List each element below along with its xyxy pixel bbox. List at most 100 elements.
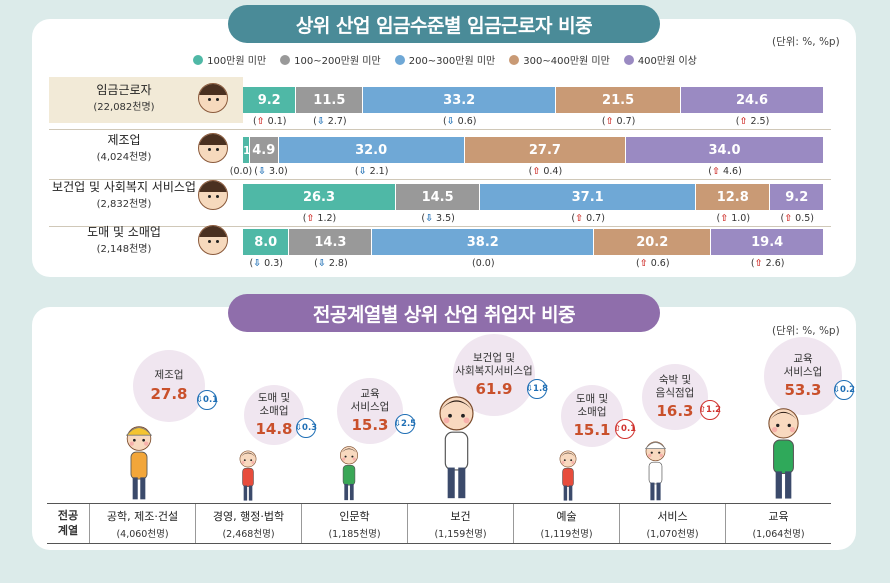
person-illustration-icon: [559, 450, 577, 501]
bubble-value: 53.3: [784, 381, 822, 400]
major-cell: 공학, 제조·건설 (4,060천명): [89, 504, 195, 543]
change-label: (⇧ 4.6): [708, 166, 742, 177]
change-badge: ⇩0.1: [196, 389, 218, 410]
major-cell: 보건 (1,159천명): [407, 504, 513, 543]
industry-bubble: 도매 및 소매업 14.8: [244, 385, 304, 445]
bar-segment: 37.1: [480, 184, 697, 210]
person-illustration-icon: [339, 446, 359, 501]
industry-count: (22,082천명): [93, 102, 155, 113]
change-label: (⇩ 2.1): [354, 166, 389, 177]
bar-segment: 8.0: [243, 229, 290, 255]
major-name: 공학, 제조·건설: [106, 509, 179, 523]
bar-segment: 32.0: [278, 137, 465, 163]
bar-segment: 21.5: [556, 87, 682, 113]
bar-segment: 12.8: [696, 184, 771, 210]
legend-label: 400만원 이상: [637, 56, 697, 67]
change-label: (⇩ 3.0): [254, 166, 288, 177]
change-badge: ⇧1.2: [699, 400, 721, 421]
major-count: (1,064천명): [752, 528, 805, 540]
bubble-industry: 보건업 및 사회복지서비스업: [455, 351, 533, 377]
change-badge: ⇩2.5: [394, 414, 416, 435]
change-label: (⇧ 1.2): [302, 213, 337, 224]
industry-count: (2,148천명): [96, 244, 152, 255]
major-cell: 서비스 (1,070천명): [619, 504, 725, 543]
row-divider: [49, 129, 831, 130]
major-chart-title: 전공계열별 상위 산업 취업자 비중: [228, 294, 660, 332]
bubble-value: 14.8: [255, 420, 293, 439]
bar-segment: 11.5: [296, 87, 364, 113]
row-label: 도매 및 소매업 (2,148천명): [49, 223, 199, 255]
industry-count: (2,832천명): [96, 199, 152, 210]
avatar-eye: [216, 148, 219, 151]
industry-name: 임금근로자: [96, 83, 152, 97]
legend-item: 400만원 이상: [623, 52, 697, 67]
change-label: (⇩ 2.8): [314, 258, 348, 269]
change-label: (⇧ 2.6): [750, 258, 785, 269]
legend-swatch: [394, 54, 405, 65]
change-label: (⇧ 0.5): [780, 213, 814, 224]
bar-segment: 20.2: [594, 229, 712, 255]
change-label: (⇧ 0.4): [528, 166, 563, 177]
bar-segment: 27.7: [464, 137, 627, 163]
stacked-bar: 8.0 14.3 38.2 20.2 19.4: [243, 229, 824, 255]
bar-segment: 1.2: [243, 137, 263, 163]
change-label: (⇧ 0.1): [252, 116, 287, 127]
change-badge: ⇩0.3: [295, 418, 317, 438]
stacked-bar: 9.2 11.5 33.2 21.5 24.6: [243, 87, 824, 113]
change-label: (⇩ 3.5): [421, 213, 455, 224]
major-count: (1,070천명): [646, 528, 699, 540]
bubble-industry: 제조업: [154, 369, 184, 382]
legend-swatch: [509, 54, 520, 65]
industry-name: 제조업: [107, 133, 141, 147]
major-header-line2: 계열: [57, 523, 79, 537]
person-illustration-icon: [768, 408, 799, 499]
change-badge: ⇩0.2: [833, 379, 855, 400]
major-table: 전공 계열 공학, 제조·건설 (4,060천명) 경영, 행정·법학 (2,468천…: [47, 503, 831, 544]
worker-avatar-icon: [198, 225, 228, 255]
major-count: (1,119천명): [540, 528, 593, 540]
row-divider: [49, 226, 831, 227]
row-label: 보건업 및 사회복지 서비스업 (2,832천명): [49, 178, 199, 210]
avatar-hair: [199, 226, 227, 238]
person-illustration-icon: [644, 441, 667, 501]
change-label: (⇩ 0.3): [249, 258, 283, 269]
bar-segment: 14.3: [289, 229, 373, 255]
person-illustration-icon: [125, 426, 153, 500]
avatar-eye: [208, 240, 211, 243]
wage-unit-label: (단위: %, %p): [772, 36, 840, 48]
legend-swatch: [193, 54, 204, 65]
bubble-industry: 교육 서비스업: [783, 352, 823, 378]
major-name: 예술: [556, 509, 577, 523]
major-cell: 교육 (1,064천명): [725, 504, 831, 543]
bar-segment: 9.2: [770, 184, 824, 210]
change-badge: ⇧0.1: [614, 419, 636, 440]
bar-segment: 26.3: [243, 184, 396, 210]
row-label: 제조업 (4,024천명): [49, 131, 199, 163]
major-cell: 인문학 (1,185천명): [301, 504, 407, 543]
bubble-industry: 도매 및 소매업: [257, 391, 291, 417]
change-badge: ⇩1.8: [526, 379, 548, 400]
change-label: (⇩ 0.6): [442, 116, 477, 127]
legend-label: 300~400만원 미만: [523, 56, 610, 67]
major-name: 서비스: [657, 509, 688, 523]
major-header: 전공 계열: [47, 504, 89, 543]
major-name: 경영, 행정·법학: [212, 509, 285, 523]
change-label: (⇧ 0.7): [571, 213, 605, 224]
bar-segment: 38.2: [372, 229, 595, 255]
industry-name: 보건업 및 사회복지 서비스업: [52, 180, 196, 194]
major-cell: 예술 (1,119천명): [513, 504, 619, 543]
change-label: (⇧ 2.5): [735, 116, 770, 127]
bubble-value: 16.3: [656, 402, 694, 421]
bubble-value: 61.9: [475, 380, 513, 399]
wage-legend: 100만원 미만 100~200만원 미만 200~300만원 미만 300~400만…: [0, 52, 890, 67]
industry-bubble: 교육 서비스업 15.3: [337, 378, 403, 444]
major-name: 인문학: [339, 509, 370, 523]
legend-item: 100만원 미만: [193, 52, 266, 67]
avatar-eye: [208, 148, 211, 151]
major-cell: 경영, 행정·법학 (2,468천명): [195, 504, 301, 543]
change-label: (⇩ 2.7): [313, 116, 347, 127]
legend-swatch: [280, 54, 291, 65]
bar-segment: 9.2: [243, 87, 297, 113]
stacked-bar: 26.3 14.5 37.1 12.8 9.2: [243, 184, 824, 210]
avatar-eye: [216, 98, 219, 101]
